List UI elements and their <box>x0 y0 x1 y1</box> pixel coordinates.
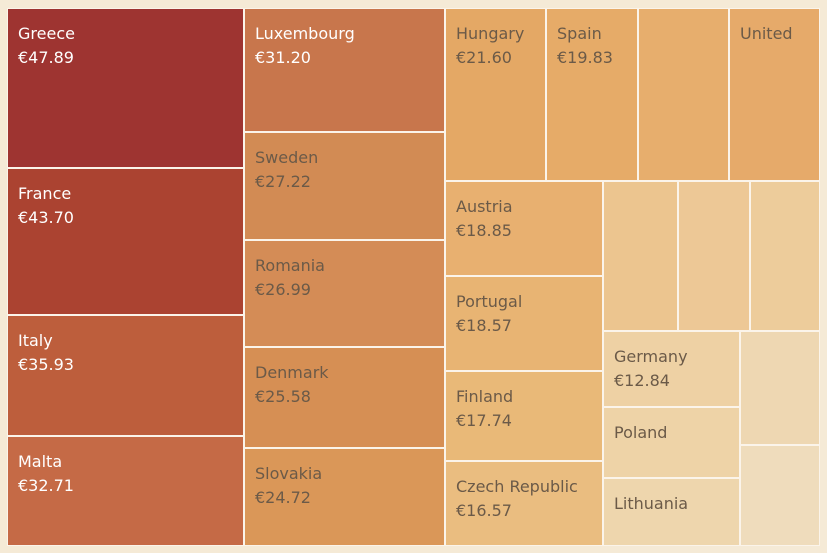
tile-value-hungary: €21.60 <box>456 48 512 67</box>
tile-label-poland: Poland <box>614 423 667 442</box>
tile-czech-republic[interactable]: Czech Republic €16.57 <box>444 460 604 546</box>
tile-germany[interactable]: Germany €12.84 <box>602 330 741 408</box>
tile-label-denmark: Denmark <box>255 363 329 382</box>
tile-rect-unlabeled-17[interactable] <box>602 180 679 332</box>
tile-label-spain: Spain <box>557 24 602 43</box>
tile-label-united: United <box>740 24 793 43</box>
tile-value-greece: €47.89 <box>18 48 74 67</box>
tile-slovakia[interactable]: Slovakia €24.72 <box>243 447 446 546</box>
tile-rect-unlabeled-24[interactable] <box>739 444 820 546</box>
tile-value-spain: €19.83 <box>557 48 613 67</box>
tile-denmark[interactable]: Denmark €25.58 <box>243 346 446 449</box>
tile-label-hungary: Hungary <box>456 24 524 43</box>
tile-rect-malta[interactable] <box>7 435 245 546</box>
tile-rect-spain[interactable] <box>545 8 639 182</box>
tile-label-sweden: Sweden <box>255 148 318 167</box>
tile-greece[interactable]: Greece €47.89 <box>7 8 245 169</box>
tile-rect-romania[interactable] <box>243 239 446 348</box>
tile-unlabeled-17[interactable] <box>602 180 679 332</box>
tile-rect-portugal[interactable] <box>444 275 604 372</box>
tile-rect-lithuania[interactable] <box>602 477 741 546</box>
tile-unlabeled-19[interactable] <box>749 180 820 332</box>
tile-label-italy: Italy <box>18 331 53 350</box>
tile-rect-poland[interactable] <box>602 406 741 479</box>
tile-hungary[interactable]: Hungary €21.60 <box>444 8 547 182</box>
tile-rect-unlabeled-18[interactable] <box>677 180 751 332</box>
tile-label-france: France <box>18 184 71 203</box>
tile-rect-italy[interactable] <box>7 314 245 437</box>
tile-unlabeled-11[interactable] <box>637 8 730 182</box>
tile-value-germany: €12.84 <box>614 371 670 390</box>
tile-sweden[interactable]: Sweden €27.22 <box>243 131 446 241</box>
tile-rect-austria[interactable] <box>444 180 604 277</box>
tile-value-luxembourg: €31.20 <box>255 48 311 67</box>
tile-label-czech-republic: Czech Republic <box>456 477 578 496</box>
tile-rect-luxembourg[interactable] <box>243 8 446 133</box>
tile-label-portugal: Portugal <box>456 292 522 311</box>
tile-rect-germany[interactable] <box>602 330 741 408</box>
tile-value-italy: €35.93 <box>18 355 74 374</box>
treemap-svg: Greece €47.89 France €43.70 Italy €35.93 Malta… <box>7 8 820 546</box>
tile-rect-slovakia[interactable] <box>243 447 446 546</box>
tile-austria[interactable]: Austria €18.85 <box>444 180 604 277</box>
tile-rect-denmark[interactable] <box>243 346 446 449</box>
tile-unlabeled-24[interactable] <box>739 444 820 546</box>
tile-label-slovakia: Slovakia <box>255 464 322 483</box>
tile-label-malta: Malta <box>18 452 62 471</box>
tile-spain[interactable]: Spain €19.83 <box>545 8 639 182</box>
tile-label-austria: Austria <box>456 197 513 216</box>
tile-value-malta: €32.71 <box>18 476 74 495</box>
tile-united[interactable]: United <box>728 8 820 182</box>
tile-value-finland: €17.74 <box>456 411 512 430</box>
tile-value-portugal: €18.57 <box>456 316 512 335</box>
tile-value-austria: €18.85 <box>456 221 512 240</box>
tile-luxembourg[interactable]: Luxembourg €31.20 <box>243 8 446 133</box>
tile-finland[interactable]: Finland €17.74 <box>444 370 604 462</box>
tile-label-germany: Germany <box>614 347 688 366</box>
tile-value-france: €43.70 <box>18 208 74 227</box>
tile-romania[interactable]: Romania €26.99 <box>243 239 446 348</box>
tile-rect-czech-republic[interactable] <box>444 460 604 546</box>
tile-value-sweden: €27.22 <box>255 172 311 191</box>
tile-unlabeled-23[interactable] <box>739 330 820 446</box>
tile-rect-hungary[interactable] <box>444 8 547 182</box>
tile-label-finland: Finland <box>456 387 513 406</box>
tile-value-czech-republic: €16.57 <box>456 501 512 520</box>
tile-france[interactable]: France €43.70 <box>7 167 245 316</box>
tile-portugal[interactable]: Portugal €18.57 <box>444 275 604 372</box>
tile-label-luxembourg: Luxembourg <box>255 24 355 43</box>
tile-lithuania[interactable]: Lithuania <box>602 477 741 546</box>
tile-malta[interactable]: Malta €32.71 <box>7 435 245 546</box>
tile-value-romania: €26.99 <box>255 280 311 299</box>
tile-value-denmark: €25.58 <box>255 387 311 406</box>
tile-rect-unlabeled-11[interactable] <box>637 8 730 182</box>
tile-label-lithuania: Lithuania <box>614 494 688 513</box>
treemap-chart: Greece €47.89 France €43.70 Italy €35.93 Malta… <box>7 8 820 546</box>
tile-poland[interactable]: Poland <box>602 406 741 479</box>
tile-value-slovakia: €24.72 <box>255 488 311 507</box>
tile-rect-france[interactable] <box>7 167 245 316</box>
tile-label-greece: Greece <box>18 24 75 43</box>
tile-italy[interactable]: Italy €35.93 <box>7 314 245 437</box>
tile-rect-greece[interactable] <box>7 8 245 169</box>
tile-unlabeled-18[interactable] <box>677 180 751 332</box>
tile-rect-unlabeled-23[interactable] <box>739 330 820 446</box>
tile-rect-united[interactable] <box>728 8 820 182</box>
tile-rect-unlabeled-19[interactable] <box>749 180 820 332</box>
tile-label-romania: Romania <box>255 256 325 275</box>
